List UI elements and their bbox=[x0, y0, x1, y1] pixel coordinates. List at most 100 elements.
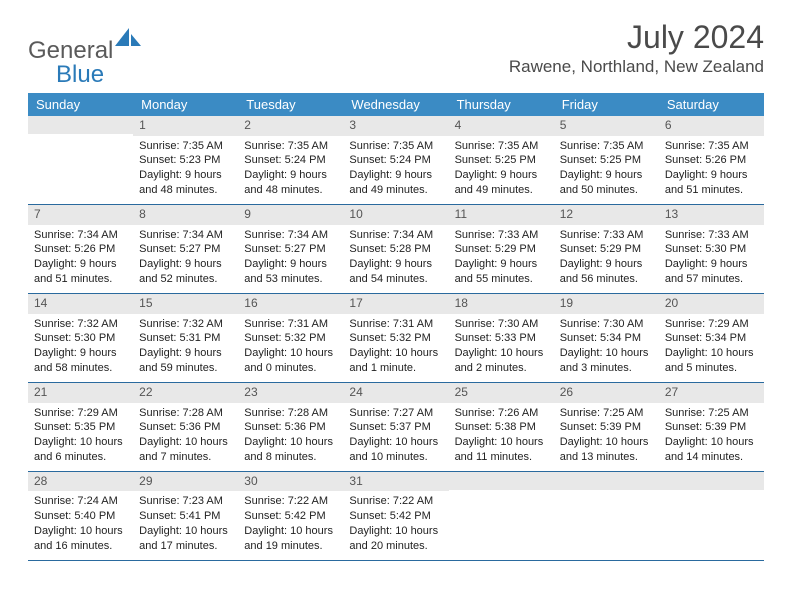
calendar-week-row: 21Sunrise: 7:29 AMSunset: 5:35 PMDayligh… bbox=[28, 383, 764, 472]
sunset-text: Sunset: 5:40 PM bbox=[34, 509, 127, 524]
day-details: Sunrise: 7:35 AMSunset: 5:24 PMDaylight:… bbox=[238, 136, 343, 204]
day-details: Sunrise: 7:30 AMSunset: 5:34 PMDaylight:… bbox=[554, 314, 659, 382]
day-number: 24 bbox=[343, 383, 448, 403]
sunset-text: Sunset: 5:29 PM bbox=[455, 242, 548, 257]
sunset-text: Sunset: 5:31 PM bbox=[139, 331, 232, 346]
day-details: Sunrise: 7:33 AMSunset: 5:30 PMDaylight:… bbox=[659, 225, 764, 293]
day-number: 4 bbox=[449, 116, 554, 136]
day-number: 25 bbox=[449, 383, 554, 403]
empty-day-bar bbox=[554, 472, 659, 490]
sunrise-text: Sunrise: 7:30 AM bbox=[455, 317, 548, 332]
day-details: Sunrise: 7:32 AMSunset: 5:30 PMDaylight:… bbox=[28, 314, 133, 382]
sunset-text: Sunset: 5:38 PM bbox=[455, 420, 548, 435]
sunset-text: Sunset: 5:26 PM bbox=[34, 242, 127, 257]
day-number: 2 bbox=[238, 116, 343, 136]
calendar-day-cell: 7Sunrise: 7:34 AMSunset: 5:26 PMDaylight… bbox=[28, 205, 133, 293]
sunset-text: Sunset: 5:24 PM bbox=[244, 153, 337, 168]
day-details: Sunrise: 7:31 AMSunset: 5:32 PMDaylight:… bbox=[343, 314, 448, 382]
brand-logo: General Blue bbox=[28, 28, 141, 87]
calendar-day-cell: 31Sunrise: 7:22 AMSunset: 5:42 PMDayligh… bbox=[343, 472, 448, 560]
sunset-text: Sunset: 5:33 PM bbox=[455, 331, 548, 346]
sunrise-text: Sunrise: 7:35 AM bbox=[455, 139, 548, 154]
calendar-day-cell: 25 Sunrise: 7:26 AMSunset: 5:38 PMDayligh… bbox=[449, 383, 554, 471]
sunrise-text: Sunrise: 7:22 AM bbox=[349, 494, 442, 509]
sunset-text: Sunset: 5:30 PM bbox=[665, 242, 758, 257]
day-details: Sunrise: 7:28 AMSunset: 5:36 PMDaylight:… bbox=[133, 403, 238, 471]
sunset-text: Sunset: 5:37 PM bbox=[349, 420, 442, 435]
calendar-day-cell: 1Sunrise: 7:35 AMSunset: 5:23 PMDaylight… bbox=[133, 116, 238, 204]
calendar-day-cell: 18Sunrise: 7:30 AMSunset: 5:33 PMDayligh… bbox=[449, 294, 554, 382]
sunset-text: Sunset: 5:30 PM bbox=[34, 331, 127, 346]
day-details: Sunrise: 7:22 AMSunset: 5:42 PMDaylight:… bbox=[238, 491, 343, 559]
calendar-week-row: 28Sunrise: 7:24 AMSunset: 5:40 PMDayligh… bbox=[28, 472, 764, 561]
daylight-text: Daylight: 10 hours and 16 minutes. bbox=[34, 524, 127, 554]
sunrise-text: Sunrise: 7:29 AM bbox=[34, 406, 127, 421]
daylight-text: Daylight: 10 hours and 13 minutes. bbox=[560, 435, 653, 465]
sunset-text: Sunset: 5:39 PM bbox=[560, 420, 653, 435]
day-details: Sunrise: 7:35 AMSunset: 5:23 PMDaylight:… bbox=[133, 136, 238, 204]
day-number: 6 bbox=[659, 116, 764, 136]
calendar-day-cell: 29Sunrise: 7:23 AMSunset: 5:41 PMDayligh… bbox=[133, 472, 238, 560]
sunset-text: Sunset: 5:25 PM bbox=[455, 153, 548, 168]
sunrise-text: Sunrise: 7:34 AM bbox=[244, 228, 337, 243]
sunrise-text: Sunrise: 7:34 AM bbox=[349, 228, 442, 243]
sunrise-text: Sunrise: 7:32 AM bbox=[34, 317, 127, 332]
sunrise-text: Sunrise: 7:33 AM bbox=[455, 228, 548, 243]
sunset-text: Sunset: 5:41 PM bbox=[139, 509, 232, 524]
day-details: Sunrise: 7:23 AMSunset: 5:41 PMDaylight:… bbox=[133, 491, 238, 559]
sunset-text: Sunset: 5:27 PM bbox=[139, 242, 232, 257]
daylight-text: Daylight: 9 hours and 56 minutes. bbox=[560, 257, 653, 287]
calendar-day-cell: 3Sunrise: 7:35 AMSunset: 5:24 PMDaylight… bbox=[343, 116, 448, 204]
daylight-text: Daylight: 9 hours and 49 minutes. bbox=[455, 168, 548, 198]
day-number: 11 bbox=[449, 205, 554, 225]
sunrise-text: Sunrise: 7:26 AM bbox=[455, 406, 548, 421]
calendar-day-cell: 22Sunrise: 7:28 AMSunset: 5:36 PMDayligh… bbox=[133, 383, 238, 471]
calendar-day-cell bbox=[554, 472, 659, 560]
day-number: 30 bbox=[238, 472, 343, 492]
weekday-header-row: SundayMondayTuesdayWednesdayThursdayFrid… bbox=[28, 93, 764, 116]
location-subtitle: Rawene, Northland, New Zealand bbox=[509, 57, 764, 77]
calendar-day-cell bbox=[659, 472, 764, 560]
sunrise-text: Sunrise: 7:29 AM bbox=[665, 317, 758, 332]
sunrise-text: Sunrise: 7:35 AM bbox=[139, 139, 232, 154]
day-number: 19 bbox=[554, 294, 659, 314]
day-number: 20 bbox=[659, 294, 764, 314]
day-details: Sunrise: 7:35 AMSunset: 5:26 PMDaylight:… bbox=[659, 136, 764, 204]
daylight-text: Daylight: 9 hours and 50 minutes. bbox=[560, 168, 653, 198]
sunset-text: Sunset: 5:34 PM bbox=[665, 331, 758, 346]
calendar-day-cell: 19Sunrise: 7:30 AMSunset: 5:34 PMDayligh… bbox=[554, 294, 659, 382]
day-number: 10 bbox=[343, 205, 448, 225]
day-number: 9 bbox=[238, 205, 343, 225]
sunrise-text: Sunrise: 7:25 AM bbox=[665, 406, 758, 421]
title-block: July 2024 Rawene, Northland, New Zealand bbox=[509, 20, 764, 77]
day-number: 8 bbox=[133, 205, 238, 225]
sunrise-text: Sunrise: 7:24 AM bbox=[34, 494, 127, 509]
sunrise-text: Sunrise: 7:31 AM bbox=[244, 317, 337, 332]
sunset-text: Sunset: 5:26 PM bbox=[665, 153, 758, 168]
day-number: 14 bbox=[28, 294, 133, 314]
brand-name-part1: General bbox=[28, 37, 113, 64]
calendar-day-cell: 10Sunrise: 7:34 AMSunset: 5:28 PMDayligh… bbox=[343, 205, 448, 293]
calendar-day-cell: 6Sunrise: 7:35 AMSunset: 5:26 PMDaylight… bbox=[659, 116, 764, 204]
day-details: Sunrise: 7:25 AMSunset: 5:39 PMDaylight:… bbox=[554, 403, 659, 471]
day-details: Sunrise: 7:34 AMSunset: 5:27 PMDaylight:… bbox=[238, 225, 343, 293]
daylight-text: Daylight: 10 hours and 6 minutes. bbox=[34, 435, 127, 465]
daylight-text: Daylight: 10 hours and 11 minutes. bbox=[455, 435, 548, 465]
sunrise-text: Sunrise: 7:22 AM bbox=[244, 494, 337, 509]
daylight-text: Daylight: 10 hours and 1 minute. bbox=[349, 346, 442, 376]
empty-day-bar bbox=[28, 116, 133, 134]
day-details: Sunrise: 7:30 AMSunset: 5:33 PMDaylight:… bbox=[449, 314, 554, 382]
sunset-text: Sunset: 5:39 PM bbox=[665, 420, 758, 435]
day-number: 16 bbox=[238, 294, 343, 314]
calendar-grid: SundayMondayTuesdayWednesdayThursdayFrid… bbox=[28, 93, 764, 561]
empty-day-bar bbox=[449, 472, 554, 490]
calendar-day-cell: 24Sunrise: 7:27 AMSunset: 5:37 PMDayligh… bbox=[343, 383, 448, 471]
sunset-text: Sunset: 5:27 PM bbox=[244, 242, 337, 257]
day-number: 21 bbox=[28, 383, 133, 403]
sunset-text: Sunset: 5:34 PM bbox=[560, 331, 653, 346]
day-number: 1 bbox=[133, 116, 238, 136]
calendar-day-cell: 14Sunrise: 7:32 AMSunset: 5:30 PMDayligh… bbox=[28, 294, 133, 382]
calendar-week-row: 1Sunrise: 7:35 AMSunset: 5:23 PMDaylight… bbox=[28, 116, 764, 205]
calendar-day-cell: 27Sunrise: 7:25 AMSunset: 5:39 PMDayligh… bbox=[659, 383, 764, 471]
weekday-header-cell: Sunday bbox=[28, 93, 133, 116]
